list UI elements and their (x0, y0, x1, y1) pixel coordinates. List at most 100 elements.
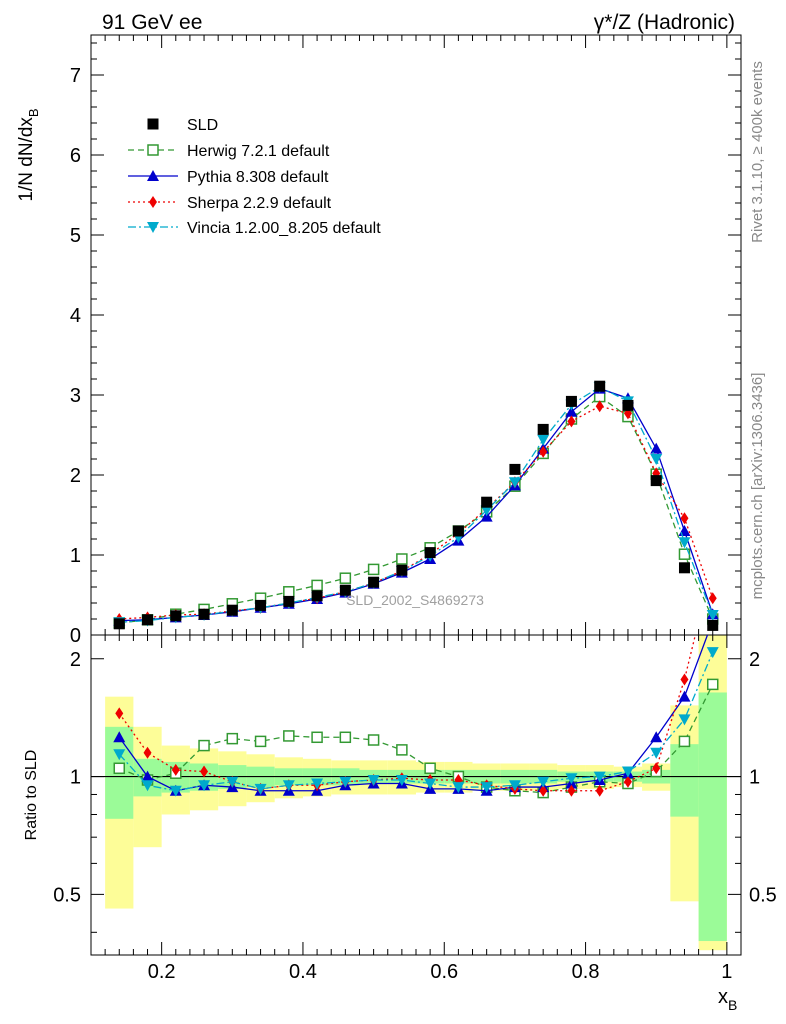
legend-label-pythia: Pythia 8.308 default (187, 169, 329, 186)
sld-data-point (481, 496, 493, 508)
sld-data-point (509, 463, 521, 475)
sherpa-ratio-line (118, 635, 697, 792)
sld-data-point (537, 423, 549, 435)
vincia-main-point (537, 434, 550, 446)
legend: SLD Herwig 7.2.1 default Pythia 8.308 de… (128, 117, 381, 237)
vincia-ratio-point (706, 647, 719, 659)
herwig-ratio-point (706, 678, 719, 691)
sld-data-point (339, 584, 351, 596)
analysis-label: SLD_2002_S4869273 (346, 592, 484, 608)
main-ytick-label: 7 (70, 65, 81, 87)
vincia-ratio-point (593, 771, 606, 783)
sherpa-ratio-point (539, 784, 548, 797)
sld-data-point (452, 525, 464, 537)
inner-band-bin (698, 692, 727, 942)
sherpa-ratio-point (171, 763, 180, 776)
pythia-main-point (650, 442, 663, 454)
ratio-ytick-label-right: 2 (749, 649, 760, 671)
pythia-main-line (119, 387, 714, 622)
x-tick-label: 0.4 (289, 961, 317, 983)
herwig-ratio-point (367, 734, 380, 746)
sherpa-ratio-point (709, 558, 717, 570)
vincia-main-point (678, 537, 691, 549)
herwig-ratio-point (678, 735, 691, 748)
legend-symbol-vincia (147, 222, 159, 233)
legend-symbol-pythia (147, 170, 159, 181)
sherpa-main-point (680, 512, 689, 525)
sld-data-point (565, 395, 577, 407)
herwig-main-point (283, 586, 295, 598)
sherpa-ratio-point (115, 707, 124, 720)
sherpa-main-point (567, 415, 576, 428)
pythia-ratio-point (650, 731, 663, 743)
legend-label-herwig: Herwig 7.2.1 default (187, 143, 330, 160)
herwig-ratio-point (254, 735, 267, 748)
herwig-ratio-point (396, 744, 408, 756)
sherpa-main-point (595, 400, 604, 413)
sherpa-ratio-point (623, 775, 632, 788)
herwig-ratio-point (283, 730, 295, 742)
ratio-ytick-label: 2 (70, 649, 81, 671)
legend-symbol-sld (147, 118, 159, 130)
main-ytick-label: 5 (70, 225, 81, 247)
vincia-ratio-point (678, 714, 691, 726)
vincia-ratio-point (254, 783, 267, 795)
band-group (105, 635, 727, 951)
main-ylabel: 1/N dN/dxB (16, 108, 41, 201)
sld-data-point (255, 599, 267, 611)
sld-data-point (678, 562, 690, 574)
sherpa-main-point (708, 592, 717, 605)
sld-data-point (707, 619, 719, 631)
vincia-main-point (650, 454, 663, 465)
sherpa-ratio-point (680, 673, 689, 686)
main-ytick-label: 0 (70, 625, 81, 647)
sherpa-ratio-point (595, 784, 604, 797)
sld-data-point (368, 576, 380, 588)
sherpa-ratio-point (652, 762, 661, 775)
x-tick-label: 0.8 (572, 961, 600, 983)
herwig-ratio-line (119, 684, 714, 794)
ratio-ytick-label: 0.5 (53, 884, 81, 906)
vincia-ratio-point (141, 780, 154, 792)
vincia-main-point (480, 505, 493, 517)
main-ytick-label: 4 (70, 305, 81, 327)
ratio-ytick-label-right: 1 (749, 767, 760, 789)
main-ytick-label: 6 (70, 145, 81, 167)
main-ytick-label: 1 (70, 545, 81, 567)
vincia-ratio-point (367, 774, 380, 786)
pythia-ratio-point (113, 731, 126, 743)
vincia-ratio-point (424, 778, 437, 790)
mcplots-label: mcplots.cern.ch [arXiv:1306.3436] (749, 373, 766, 600)
herwig-ratio-point (198, 739, 210, 752)
herwig-main-point (311, 579, 323, 592)
ratio-panel: 0.5 0.5 1 1 2 2 0.2 0.4 0.6 0.8 1 (53, 634, 777, 983)
x-axis-label: xB (718, 986, 737, 1013)
pythia-ratio-line (118, 635, 709, 792)
vincia-ratio-point (395, 774, 408, 786)
sld-data-point (170, 610, 182, 622)
vincia-ratio-point (565, 773, 578, 785)
right-title: γ*/Z (Hadronic) (594, 11, 735, 34)
legend-label-sld: SLD (187, 117, 218, 134)
vincia-ratio-point (198, 780, 211, 792)
main-series-group (113, 380, 719, 631)
sherpa-main-line (119, 405, 714, 620)
sherpa-main-point (539, 445, 548, 458)
vincia-ratio-point (480, 782, 493, 794)
pythia-main-point (678, 525, 691, 536)
sld-data-point (622, 399, 634, 411)
herwig-main-point (367, 563, 380, 576)
vincia-main-point (706, 610, 719, 621)
sld-data-point (424, 547, 436, 559)
legend-label-sherpa: Sherpa 2.2.9 default (187, 195, 332, 212)
vincia-ratio-point (537, 776, 550, 788)
herwig-main-line (119, 395, 714, 624)
sld-data-point (142, 614, 154, 626)
vincia-ratio-point (169, 785, 182, 797)
vincia-ratio-point (282, 780, 295, 792)
herwig-ratio-point (339, 731, 352, 744)
herwig-ratio-point (113, 762, 126, 775)
vincia-ratio-point (508, 780, 521, 792)
vincia-ratio-line (118, 651, 714, 792)
